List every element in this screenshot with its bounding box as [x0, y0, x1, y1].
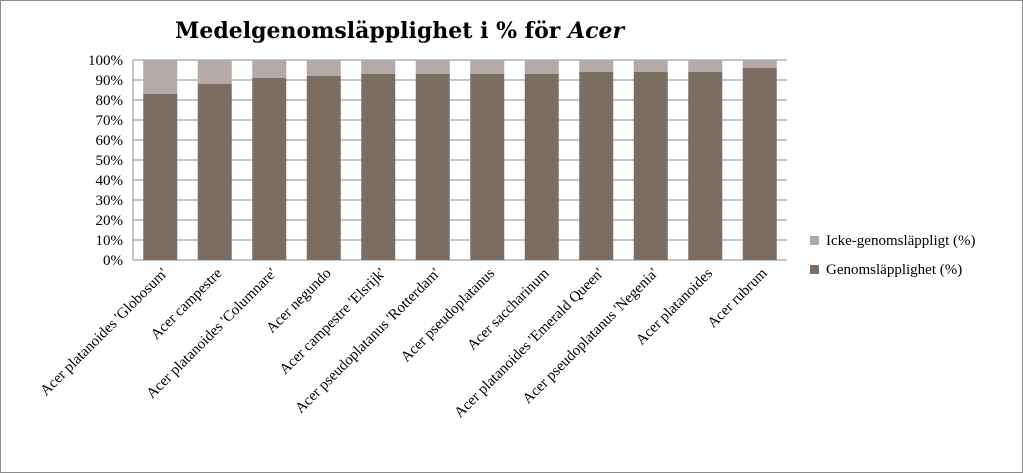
chart-title-text: Medelgenomsläpplighet i % för [175, 18, 569, 44]
y-tick-label: 100% [88, 53, 123, 69]
bar-icke-genomslappligt [742, 60, 777, 68]
bar-genomslapplighet [143, 94, 178, 260]
bar-icke-genomslappligt [197, 60, 232, 84]
x-tick-label: Acer rubrum [705, 265, 771, 331]
y-tick-label: 30% [96, 193, 124, 209]
y-tick-label: 90% [96, 73, 124, 89]
bar-genomslapplighet [361, 74, 396, 260]
y-tick-label: 50% [96, 153, 124, 169]
chart-title-emphasis: Acer [568, 18, 625, 44]
legend-swatch [810, 265, 819, 274]
y-tick-label: 40% [96, 173, 124, 189]
chart-title: Medelgenomsläpplighet i % för Acer [175, 18, 624, 44]
bar-genomslapplighet [742, 68, 777, 260]
legend-label: Genomsläpplighet (%) [826, 262, 962, 278]
bar-icke-genomslappligt [470, 60, 505, 74]
y-tick-label: 10% [96, 233, 124, 249]
bar-icke-genomslappligt [633, 60, 668, 72]
bar-genomslapplighet [306, 76, 341, 260]
bar-icke-genomslappligt [579, 60, 614, 72]
bar-genomslapplighet [415, 74, 450, 260]
y-tick-label: 80% [96, 93, 124, 109]
y-tick-label: 20% [96, 213, 124, 229]
bar-icke-genomslappligt [143, 60, 178, 94]
bar-icke-genomslappligt [252, 60, 287, 78]
bar-genomslapplighet [252, 78, 287, 260]
bar-icke-genomslappligt [524, 60, 559, 74]
x-tick-label: Acer pseudoplatanus [398, 265, 498, 365]
bar-genomslapplighet [633, 72, 668, 260]
bar-genomslapplighet [470, 74, 505, 260]
bar-genomslapplighet [524, 74, 559, 260]
x-tick-label: Acer campestre 'Elsrijk' [277, 265, 390, 378]
y-tick-label: 60% [96, 133, 124, 149]
bar-genomslapplighet [688, 72, 723, 260]
bar-genomslapplighet [579, 72, 614, 260]
y-tick-label: 0% [103, 253, 123, 269]
legend-swatch [810, 236, 819, 245]
bar-genomslapplighet [197, 84, 232, 260]
bar-icke-genomslappligt [688, 60, 723, 72]
bar-icke-genomslappligt [415, 60, 450, 74]
bar-icke-genomslappligt [306, 60, 341, 76]
legend-label: Icke-genomsläppligt (%) [826, 233, 976, 249]
y-tick-label: 70% [96, 113, 124, 129]
bar-icke-genomslappligt [361, 60, 396, 74]
